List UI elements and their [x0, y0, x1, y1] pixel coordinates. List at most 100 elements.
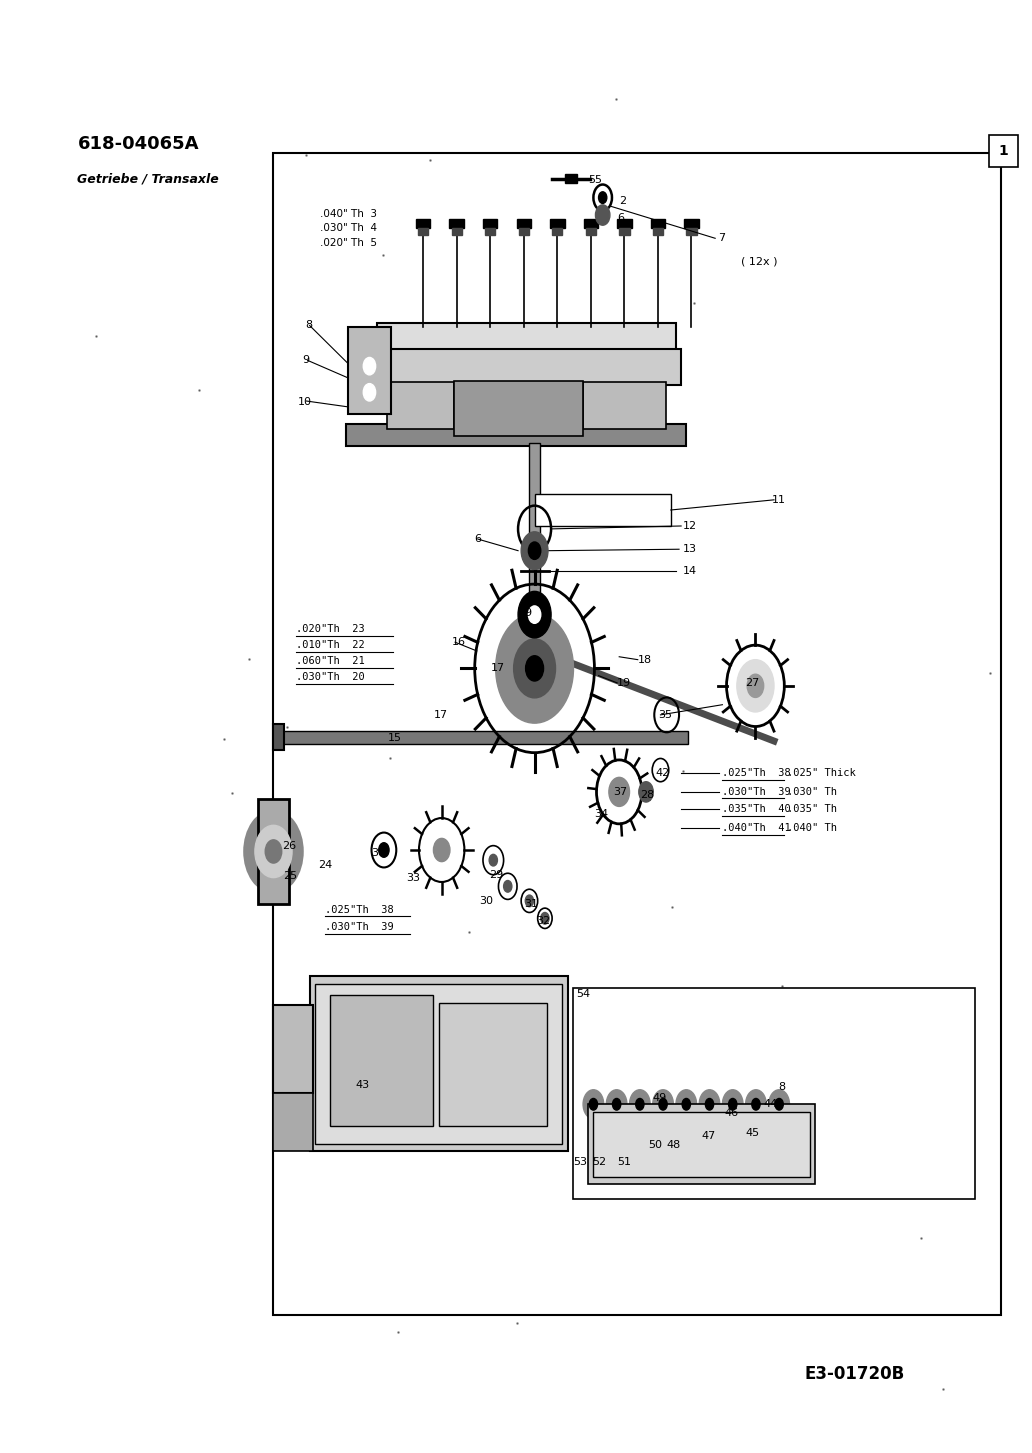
Text: 53: 53	[573, 1158, 587, 1167]
Bar	[684, 219, 699, 228]
Bar	[686, 228, 697, 235]
Text: 43: 43	[355, 1081, 369, 1090]
Bar	[273, 1093, 313, 1151]
Text: .030"Th  39: .030"Th 39	[325, 923, 394, 931]
Bar	[588, 1104, 815, 1184]
Circle shape	[255, 825, 292, 878]
Text: 1: 1	[998, 144, 1008, 158]
Circle shape	[589, 1098, 598, 1110]
Text: 34: 34	[594, 809, 609, 818]
Text: 9: 9	[302, 356, 310, 365]
Text: 15: 15	[388, 734, 402, 742]
Text: .040"Th  41: .040"Th 41	[722, 824, 792, 833]
Text: 6: 6	[475, 535, 482, 543]
Bar	[651, 219, 665, 228]
Text: 26: 26	[282, 841, 296, 850]
Text: .020" Th  5: .020" Th 5	[320, 238, 377, 247]
Text: .040" Th  3: .040" Th 3	[320, 209, 377, 218]
Circle shape	[745, 1090, 766, 1119]
Circle shape	[528, 542, 541, 559]
Circle shape	[751, 1098, 760, 1110]
Circle shape	[630, 1090, 650, 1119]
Circle shape	[729, 1098, 737, 1110]
Text: 14: 14	[683, 567, 698, 575]
Text: 45: 45	[745, 1129, 760, 1138]
Text: 24: 24	[318, 860, 332, 869]
Text: Getriebe / Transaxle: Getriebe / Transaxle	[77, 173, 219, 186]
Bar	[454, 381, 583, 436]
Circle shape	[521, 532, 548, 570]
Circle shape	[775, 1098, 783, 1110]
Circle shape	[595, 205, 610, 225]
Circle shape	[495, 613, 574, 724]
Text: 48: 48	[667, 1141, 681, 1149]
Circle shape	[528, 606, 541, 623]
Bar	[619, 228, 630, 235]
Circle shape	[706, 1098, 714, 1110]
Bar	[450, 219, 464, 228]
Text: 618-04065A: 618-04065A	[77, 135, 199, 153]
Circle shape	[682, 1098, 690, 1110]
Bar	[439, 1003, 547, 1126]
Bar	[550, 219, 565, 228]
Text: 6: 6	[617, 214, 624, 222]
Text: .025"Th  38: .025"Th 38	[325, 905, 394, 914]
Text: .060"Th  21: .060"Th 21	[296, 657, 365, 665]
Bar	[273, 153, 1001, 1315]
Bar	[584, 219, 599, 228]
Text: 27: 27	[745, 679, 760, 687]
Text: 19: 19	[617, 679, 632, 687]
Circle shape	[636, 1098, 644, 1110]
Circle shape	[433, 838, 450, 862]
Text: 30: 30	[479, 897, 493, 905]
Bar	[519, 228, 529, 235]
Text: 32: 32	[537, 917, 551, 926]
Circle shape	[514, 639, 555, 697]
Circle shape	[518, 591, 551, 638]
Text: 8: 8	[778, 1082, 785, 1091]
Circle shape	[583, 1090, 604, 1119]
Circle shape	[363, 357, 376, 375]
Text: 35: 35	[658, 711, 673, 719]
Circle shape	[599, 192, 607, 203]
Bar	[485, 228, 495, 235]
Text: 44: 44	[764, 1100, 778, 1109]
Circle shape	[652, 1090, 673, 1119]
Text: 7: 7	[718, 234, 725, 243]
Bar	[586, 228, 596, 235]
Text: 17: 17	[433, 711, 448, 719]
Text: .040" Th: .040" Th	[787, 824, 837, 833]
Bar	[517, 219, 531, 228]
Text: 42: 42	[655, 769, 670, 777]
Text: .025" Thick: .025" Thick	[787, 769, 857, 777]
Circle shape	[379, 843, 389, 857]
Text: 2: 2	[619, 196, 626, 205]
Text: .030" Th  4: .030" Th 4	[320, 224, 377, 232]
Text: 13: 13	[683, 545, 698, 554]
Text: 51: 51	[617, 1158, 632, 1167]
Text: .030" Th: .030" Th	[787, 788, 837, 796]
Text: .030"Th  20: .030"Th 20	[296, 673, 365, 681]
Circle shape	[737, 660, 774, 712]
Text: 33: 33	[407, 873, 421, 882]
Circle shape	[769, 1090, 789, 1119]
Circle shape	[606, 1090, 626, 1119]
Text: 28: 28	[640, 790, 654, 799]
Bar	[387, 382, 454, 429]
Text: .035" Th: .035" Th	[787, 805, 837, 814]
Text: E3-01720B: E3-01720B	[805, 1366, 905, 1383]
Bar	[593, 1112, 810, 1177]
Bar	[617, 219, 632, 228]
Bar	[583, 382, 666, 429]
Text: 17: 17	[491, 664, 506, 673]
Circle shape	[525, 655, 544, 681]
Circle shape	[363, 384, 376, 401]
Bar	[348, 327, 391, 414]
Text: 50: 50	[648, 1141, 663, 1149]
Circle shape	[676, 1090, 697, 1119]
Bar	[452, 228, 462, 235]
Circle shape	[245, 811, 302, 892]
Text: .035"Th  40: .035"Th 40	[722, 805, 792, 814]
Bar	[535, 494, 671, 526]
Bar	[416, 219, 430, 228]
